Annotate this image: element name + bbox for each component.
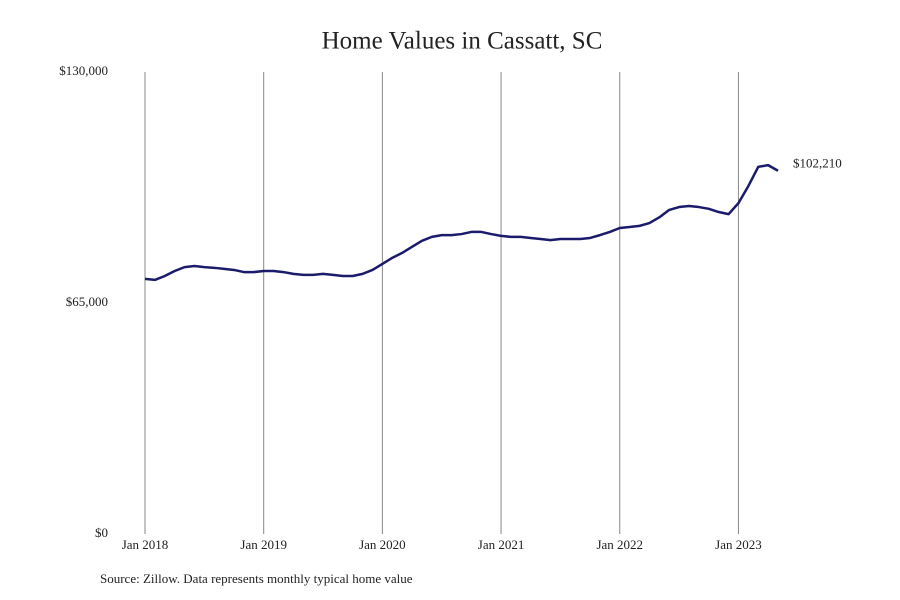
line — [144, 163, 779, 282]
y-tick-label: $65,000 — [66, 294, 108, 309]
y-tick-label: $0 — [95, 525, 108, 540]
source-note: Source: Zillow. Data represents monthly … — [100, 571, 413, 586]
y-tick-label: $130,000 — [59, 63, 108, 78]
x-tick-label: Jan 2022 — [596, 537, 643, 552]
chart-title: Home Values in Cassatt, SC — [322, 28, 603, 55]
x-tick-label: Jan 2023 — [715, 537, 762, 552]
x-tick-label: Jan 2019 — [240, 537, 287, 552]
x-tick-label: Jan 2018 — [122, 537, 169, 552]
x-tick-label: Jan 2021 — [478, 537, 525, 552]
x-tick-label: Jan 2020 — [359, 537, 406, 552]
data-label: $102,210 — [793, 156, 842, 171]
